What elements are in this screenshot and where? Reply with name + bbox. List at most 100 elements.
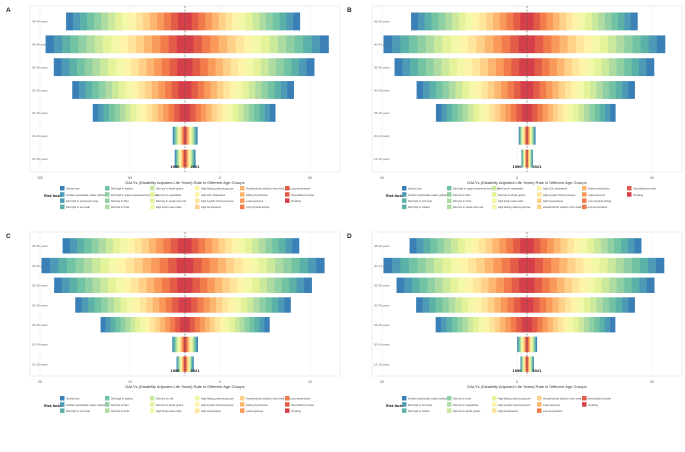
legend-swatch-A [105,192,110,197]
bar-segment-1990-A [183,149,185,168]
age-label-D: 40-44 years [374,264,390,268]
bar-segment-2021-C [190,356,192,372]
bar-segment-1990-A [180,149,182,168]
bar-segment-2021-A [186,149,188,168]
year-label-1990-A: 1990 [171,164,181,169]
bar-segment-1990-C [170,317,176,333]
bar-segment-2021-D [579,277,588,293]
age-label-A: 45-49 years [32,20,48,24]
age-label-A: 20-24 years [32,134,48,138]
bar-segment-1990-A [102,35,112,54]
bar-segment-1990-B [524,149,526,168]
bar-segment-1990-B [494,81,502,99]
bar-segment-2021-D [578,317,585,333]
bar-segment-2021-B [532,126,534,145]
bar-segment-2021-A [259,12,267,31]
bar-segment-2021-D [534,277,543,293]
legend-label-D: Household air pollution from solid fuels [543,397,588,401]
bar-segment-1990-D [457,317,463,333]
legend-swatch-D [492,402,497,407]
legend-swatch-C [240,396,245,401]
bar-segment-1990-A [154,58,163,77]
legend-swatch-A [60,186,65,191]
bar-segment-1990-D [510,257,519,274]
bar-segment-1990-C [172,336,174,353]
legend-label-A: Ambient particulate matter pollution [66,193,107,197]
bar-segment-1990-A [158,81,166,99]
bar-segment-2021-B [568,103,575,122]
bar-segment-2021-B [602,81,610,99]
bar-segment-1990-A [138,58,147,77]
bar-segment-1990-B [479,12,487,31]
legend-label-A: High LDL cholesterol [201,193,225,197]
bar-segment-1990-B [525,149,527,168]
bar-segment-2021-A [293,12,301,31]
legend-label-B: High systolic blood pressure [543,193,576,197]
bar-segment-1990-B [489,103,496,122]
bar-segment-1990-D [524,336,525,353]
bar-segment-2021-A [253,58,262,77]
bar-segment-2021-A [186,149,188,168]
bar-segment-1990-A [105,81,113,99]
bar-segment-1990-A [168,35,178,54]
bar-segment-2021-A [268,81,275,99]
bar-segment-2021-C [190,336,192,353]
bar-segment-1990-B [402,58,411,77]
legend-label-C: High systolic blood pressure [201,403,234,407]
bar-segment-1990-A [171,81,179,99]
bar-segment-2021-D [564,297,572,313]
legend-swatch-A [195,198,200,203]
bar-segment-2021-B [551,35,560,54]
bar-segment-1990-C [105,238,114,254]
bar-segment-2021-B [556,58,565,77]
bar-segment-1990-C [134,257,144,274]
bar-segment-1990-C [165,297,173,313]
bar-segment-2021-A [190,126,192,145]
bar-segment-2021-A [261,81,269,99]
bar-segment-1990-A [119,35,128,54]
bar-segment-2021-A [197,81,205,99]
bar-segment-1990-C [155,317,161,333]
bar-segment-2021-A [245,12,253,31]
legend-swatch-C [240,402,245,407]
bar-segment-2021-D [621,297,629,313]
bar-segment-1990-A [179,126,181,145]
legend-label-A: High temperature [201,205,222,209]
bar-segment-1990-D [521,336,523,353]
bar-segment-1990-C [76,238,85,254]
bar-segment-1990-D [459,257,469,274]
bar-segment-1990-B [494,103,501,122]
bar-segment-2021-C [193,257,202,274]
bar-segment-1990-B [457,103,464,122]
bar-segment-1990-D [455,297,463,313]
legend-label-A: High systolic blood pressure [201,199,234,203]
bar-segment-1990-D [425,257,435,274]
bar-segment-1990-A [164,12,172,31]
bar-segment-1990-A [45,35,55,54]
bar-segment-2021-D [594,277,603,293]
bar-segment-2021-C [217,257,227,274]
bar-segment-1990-A [174,126,176,145]
x-tick-label-A: 50 [308,176,312,180]
bar-segment-1990-D [488,277,497,293]
bar-segment-2021-B [534,126,536,145]
bar-segment-2021-B [611,12,619,31]
bar-segment-2021-B [529,126,531,145]
legend-swatch-D [492,396,497,401]
legend-title-D: Risk factor [386,404,405,408]
bar-segment-1990-C [172,297,179,313]
bar-segment-1990-A [85,81,93,99]
bar-segment-2021-C [201,257,210,274]
bar-segment-1990-C [181,336,183,353]
legend-swatch-C [105,402,110,407]
bar-segment-1990-A [184,149,186,168]
legend-swatch-B [402,204,407,210]
x-tick-label-C: 20 [38,380,42,384]
bar-segment-2021-C [192,356,194,372]
age-label-D: 30-34 years [374,303,390,307]
bar-segment-1990-D [524,356,526,372]
bar-segment-2021-D [556,277,565,293]
legend-title-B: Risk factor [386,194,405,198]
bar-segment-1990-B [431,12,439,31]
bar-segment-1990-C [141,238,150,254]
